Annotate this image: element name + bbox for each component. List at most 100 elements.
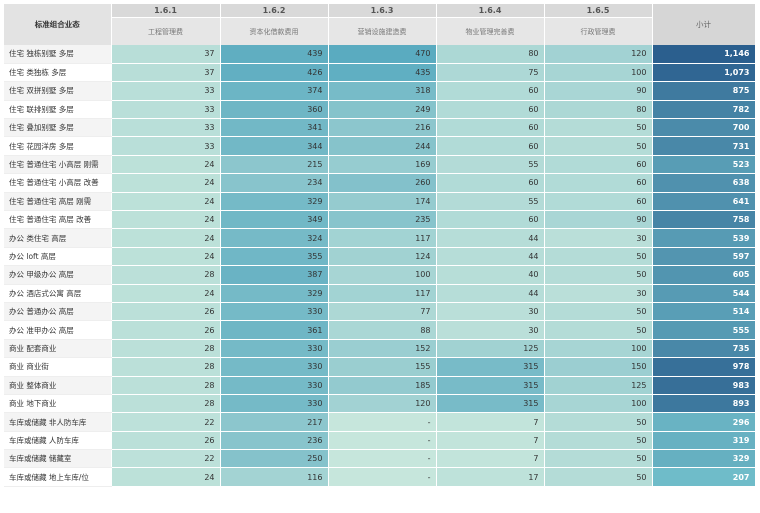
value-cell[interactable]: 26 — [111, 320, 221, 340]
table-row[interactable]: 住宅 联排别墅 多层 33 360 249 60 80 782 — [4, 100, 756, 120]
value-cell[interactable]: 80 — [436, 45, 545, 64]
subtotal-cell[interactable]: 319 — [652, 431, 756, 451]
value-cell[interactable]: 244 — [328, 136, 437, 156]
value-cell[interactable]: 426 — [220, 63, 329, 83]
value-cell[interactable]: 155 — [328, 357, 437, 377]
value-cell[interactable]: 50 — [544, 247, 653, 267]
value-cell[interactable]: 55 — [436, 192, 545, 212]
table-row[interactable]: 办公 准甲办公 高层 26 361 88 30 50 555 — [4, 320, 756, 340]
value-cell[interactable]: 60 — [544, 192, 653, 212]
row-label[interactable]: 住宅 双拼别墅 多层 — [4, 81, 112, 101]
subtotal-cell[interactable]: 638 — [652, 173, 756, 193]
row-label[interactable]: 商业 商业街 — [4, 357, 112, 377]
value-cell[interactable]: 387 — [220, 265, 329, 285]
row-label[interactable]: 住宅 叠加别墅 多层 — [4, 118, 112, 138]
value-cell[interactable]: 90 — [544, 81, 653, 101]
value-cell[interactable]: 470 — [328, 45, 437, 64]
subtotal-cell[interactable]: 700 — [652, 118, 756, 138]
row-label[interactable]: 商业 整体商业 — [4, 376, 112, 395]
subtotal-cell[interactable]: 544 — [652, 284, 756, 303]
column-code-header[interactable]: 1.6.4 — [436, 4, 545, 18]
value-cell[interactable]: 24 — [111, 192, 221, 212]
table-row[interactable]: 住宅 类独栋 多层 37 426 435 75 100 1,073 — [4, 63, 756, 83]
value-cell[interactable]: 124 — [328, 247, 437, 267]
value-cell[interactable]: 116 — [220, 467, 329, 487]
value-cell[interactable]: 217 — [220, 412, 329, 432]
table-row[interactable]: 商业 配套商业 28 330 152 125 100 735 — [4, 339, 756, 359]
subtotal-cell[interactable]: 597 — [652, 247, 756, 267]
value-cell[interactable]: - — [328, 412, 437, 432]
value-cell[interactable]: 22 — [111, 449, 221, 469]
column-code-header[interactable]: 1.6.3 — [328, 4, 437, 18]
value-cell[interactable]: 315 — [436, 376, 545, 395]
column-name-header[interactable]: 营销设施建造费 — [328, 17, 437, 45]
value-cell[interactable]: 439 — [220, 45, 329, 64]
value-cell[interactable]: 80 — [544, 100, 653, 120]
value-cell[interactable]: 60 — [436, 173, 545, 193]
value-cell[interactable]: 125 — [544, 376, 653, 395]
subtotal-cell[interactable]: 605 — [652, 265, 756, 285]
value-cell[interactable]: 17 — [436, 467, 545, 487]
value-cell[interactable]: 100 — [544, 394, 653, 414]
table-row[interactable]: 车库或储藏 人防车库 26 236-7 50 319 — [4, 431, 756, 451]
value-cell[interactable]: - — [328, 467, 437, 487]
table-row[interactable]: 住宅 花园洋房 多层 33 344 244 60 50 731 — [4, 136, 756, 156]
value-cell[interactable]: 60 — [436, 136, 545, 156]
row-label[interactable]: 住宅 普通住宅 小高层 刚需 — [4, 155, 112, 175]
value-cell[interactable]: 318 — [328, 81, 437, 101]
value-cell[interactable]: 361 — [220, 320, 329, 340]
value-cell[interactable]: 22 — [111, 412, 221, 432]
value-cell[interactable]: 30 — [436, 302, 545, 322]
value-cell[interactable]: 60 — [436, 210, 545, 230]
value-cell[interactable]: 88 — [328, 320, 437, 340]
subtotal-cell[interactable]: 207 — [652, 467, 756, 487]
subtotal-cell[interactable]: 978 — [652, 357, 756, 377]
value-cell[interactable]: 50 — [544, 302, 653, 322]
value-cell[interactable]: 150 — [544, 357, 653, 377]
table-row[interactable]: 商业 商业街 28 330 155 315 150 978 — [4, 357, 756, 377]
subtotal-cell[interactable]: 641 — [652, 192, 756, 212]
value-cell[interactable]: 329 — [220, 284, 329, 303]
subtotal-column-header[interactable]: 小计 — [652, 4, 756, 45]
value-cell[interactable]: 117 — [328, 284, 437, 303]
table-row[interactable]: 车库或储藏 地上车库/位 24 116-17 50 207 — [4, 467, 756, 487]
row-label[interactable]: 车库或储藏 非人防车库 — [4, 412, 112, 432]
row-label[interactable]: 住宅 普通住宅 小高层 改善 — [4, 173, 112, 193]
value-cell[interactable]: 44 — [436, 247, 545, 267]
subtotal-cell[interactable]: 1,146 — [652, 45, 756, 64]
value-cell[interactable]: 152 — [328, 339, 437, 359]
value-cell[interactable]: 50 — [544, 136, 653, 156]
value-cell[interactable]: 329 — [220, 192, 329, 212]
row-label[interactable]: 住宅 联排别墅 多层 — [4, 100, 112, 120]
value-cell[interactable]: 344 — [220, 136, 329, 156]
value-cell[interactable]: 26 — [111, 302, 221, 322]
value-cell[interactable]: 33 — [111, 100, 221, 120]
table-row[interactable]: 住宅 独栋别墅 多层 37 439 470 80 120 1,146 — [4, 45, 756, 64]
value-cell[interactable]: 60 — [544, 155, 653, 175]
value-cell[interactable]: 100 — [328, 265, 437, 285]
value-cell[interactable]: 236 — [220, 431, 329, 451]
value-cell[interactable]: 24 — [111, 247, 221, 267]
value-cell[interactable]: 330 — [220, 302, 329, 322]
value-cell[interactable]: 37 — [111, 63, 221, 83]
row-label[interactable]: 办公 准甲办公 高层 — [4, 320, 112, 340]
value-cell[interactable]: 28 — [111, 265, 221, 285]
value-cell[interactable]: 250 — [220, 449, 329, 469]
value-cell[interactable]: 26 — [111, 431, 221, 451]
row-dimension-header[interactable]: 标准组合业态 — [4, 4, 112, 45]
value-cell[interactable]: 28 — [111, 339, 221, 359]
value-cell[interactable]: 216 — [328, 118, 437, 138]
row-label[interactable]: 住宅 普通住宅 高层 刚需 — [4, 192, 112, 212]
value-cell[interactable]: 40 — [436, 265, 545, 285]
value-cell[interactable]: 50 — [544, 412, 653, 432]
value-cell[interactable]: 60 — [544, 173, 653, 193]
column-name-header[interactable]: 行政管理费 — [544, 17, 653, 45]
value-cell[interactable]: 24 — [111, 210, 221, 230]
value-cell[interactable]: 330 — [220, 357, 329, 377]
row-label[interactable]: 住宅 普通住宅 高层 改善 — [4, 210, 112, 230]
value-cell[interactable]: 235 — [328, 210, 437, 230]
value-cell[interactable]: 249 — [328, 100, 437, 120]
value-cell[interactable]: 7 — [436, 449, 545, 469]
subtotal-cell[interactable]: 758 — [652, 210, 756, 230]
row-label[interactable]: 住宅 独栋别墅 多层 — [4, 45, 112, 64]
